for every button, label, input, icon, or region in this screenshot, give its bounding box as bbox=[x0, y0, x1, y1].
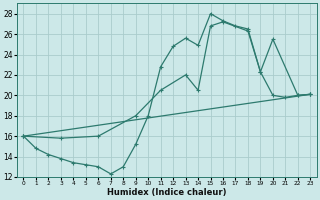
X-axis label: Humidex (Indice chaleur): Humidex (Indice chaleur) bbox=[107, 188, 227, 197]
